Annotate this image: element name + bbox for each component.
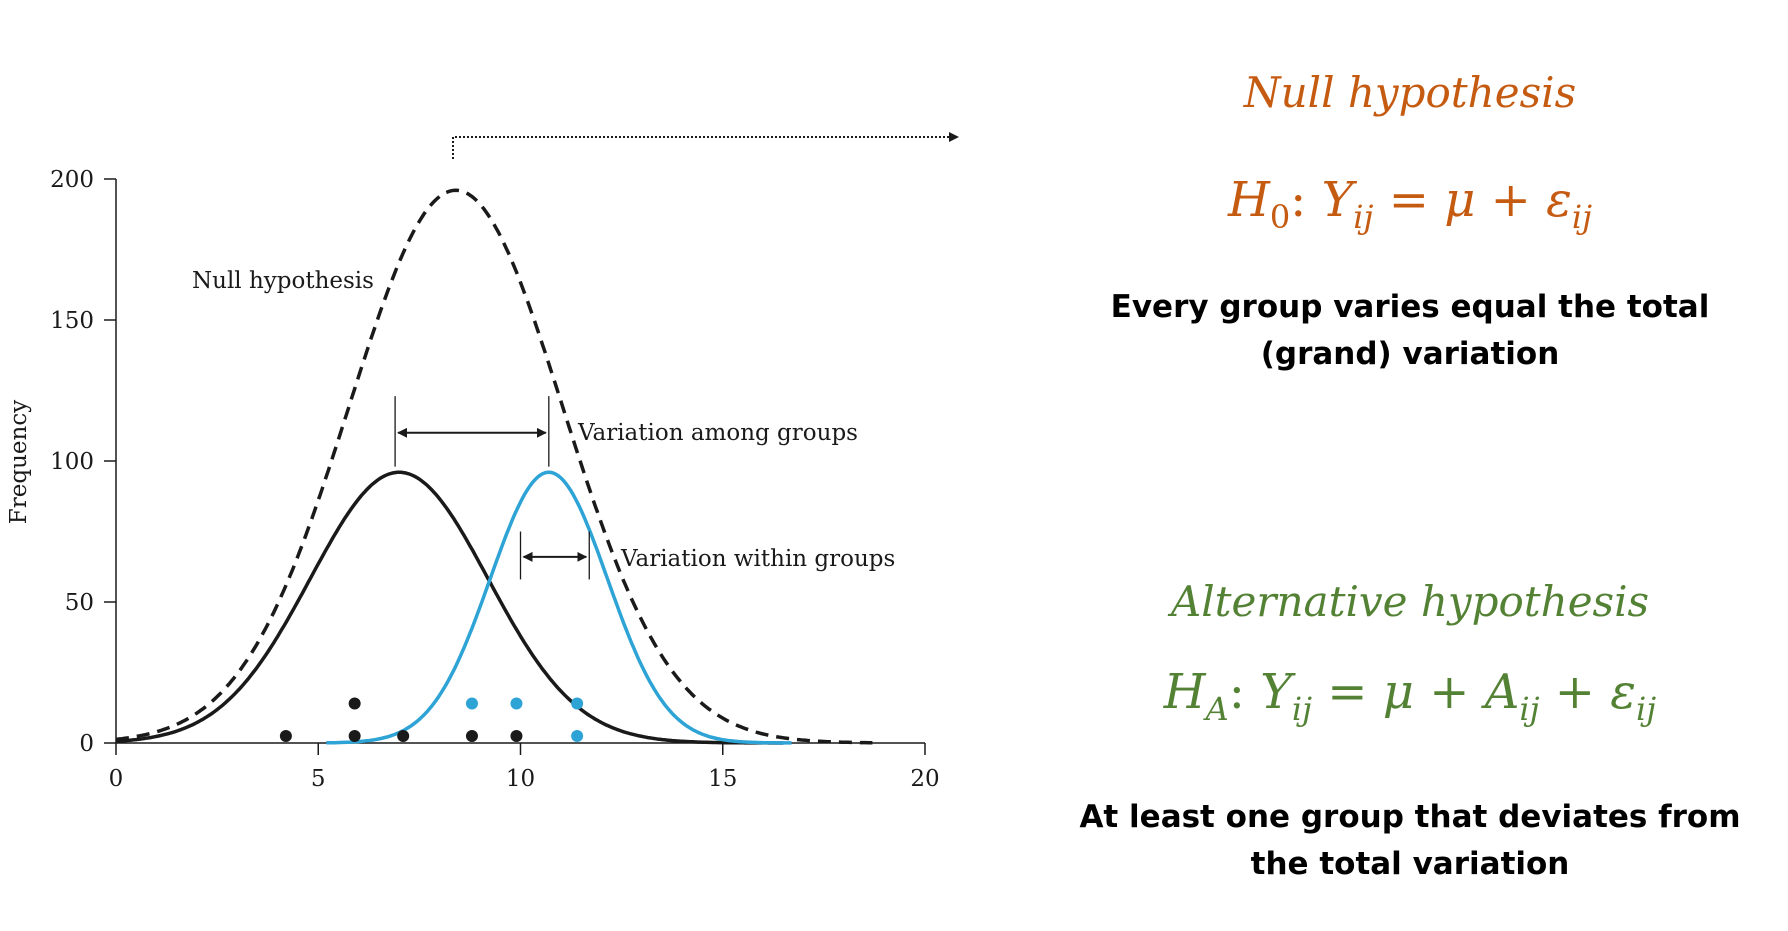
x-tick-label: 15 <box>708 766 737 792</box>
data-point <box>465 729 478 742</box>
among-groups-label: Variation among groups <box>577 420 858 446</box>
null-hypothesis-title: Null hypothesis <box>1243 68 1577 117</box>
eq-eps-sub: ij <box>1571 198 1593 236</box>
data-point <box>348 697 361 710</box>
data-point <box>279 729 292 742</box>
y-axis-label: Frequency <box>6 400 32 524</box>
x-tick-label: 20 <box>910 766 939 792</box>
data-point <box>510 729 523 742</box>
eq-h-sub: A <box>1205 690 1229 728</box>
eq-colon: : <box>1228 664 1261 720</box>
alternative-hypothesis-description: At least one group that deviates from the… <box>1030 794 1788 888</box>
data-point <box>571 697 584 710</box>
y-tick-label: 150 <box>50 308 94 334</box>
curve-group-1 <box>115 470 784 745</box>
desc-line: Every group varies equal the total <box>1110 289 1710 325</box>
data-point <box>510 697 523 710</box>
y-tick-label: 200 <box>50 167 94 193</box>
desc-line: the total variation <box>1250 846 1570 882</box>
null-hypothesis-equation: H0: Yij = μ + εij <box>1030 170 1788 247</box>
x-tick-label: 10 <box>506 766 535 792</box>
x-tick-label: 5 <box>311 766 326 792</box>
x-tick-label: 0 <box>109 766 124 792</box>
desc-line: (grand) variation <box>1260 336 1560 372</box>
eq-mid: = μ + A <box>1312 664 1520 720</box>
eq-y: Y <box>1260 664 1292 720</box>
eq-y-sub: ij <box>1353 198 1374 236</box>
data-point <box>397 729 410 742</box>
eq-y: Y <box>1321 172 1354 228</box>
eq-h: H <box>1163 664 1206 720</box>
curve-null-hypothesis <box>115 188 873 745</box>
y-tick-label: 0 <box>79 731 94 757</box>
eq-h-sub: 0 <box>1269 198 1291 236</box>
alternative-hypothesis-equation: HA: Yij = μ + Aij + εij <box>1030 662 1788 739</box>
desc-line: At least one group that deviates from <box>1079 799 1741 835</box>
within-groups-label: Variation within groups <box>620 546 895 572</box>
eq-rest: + ε <box>1539 664 1637 720</box>
data-point <box>571 729 584 742</box>
eq-h: H <box>1227 172 1270 228</box>
dotted-pointer-arrow <box>452 132 959 159</box>
y-tick-label: 100 <box>50 449 94 475</box>
null-hypothesis-description: Every group varies equal the total (grand… <box>1030 284 1788 378</box>
null-curve-label: Null hypothesis <box>192 268 374 294</box>
eq-a-sub: ij <box>1519 690 1540 728</box>
eq-eps-sub: ij <box>1636 690 1657 728</box>
data-point <box>348 729 361 742</box>
eq-rest: = μ + ε <box>1373 172 1572 228</box>
data-point <box>465 697 478 710</box>
alternative-hypothesis-title: Alternative hypothesis <box>1170 577 1650 626</box>
eq-y-sub: ij <box>1291 690 1313 728</box>
curve-group-2 <box>326 470 792 745</box>
y-tick-label: 50 <box>65 590 94 616</box>
eq-colon: : <box>1290 172 1322 228</box>
